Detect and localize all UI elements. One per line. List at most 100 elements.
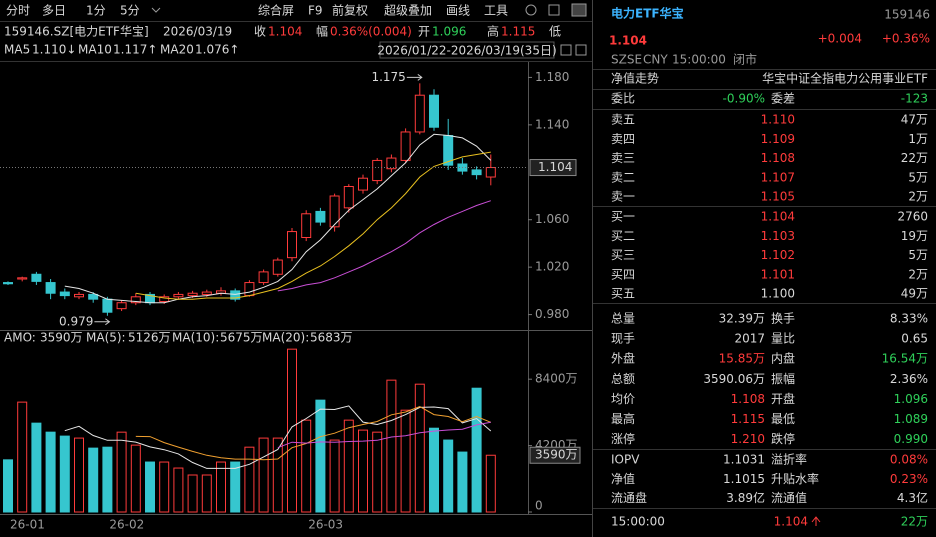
- candle-body: [74, 293, 84, 298]
- collapse-icon[interactable]: [560, 44, 572, 56]
- wp-icon[interactable]: [571, 3, 587, 17]
- volume-bar: [343, 419, 354, 513]
- volume-bar: [457, 451, 468, 513]
- quote-status: SZSE: [611, 53, 642, 67]
- toolbar-tab[interactable]: 超级叠加: [384, 3, 432, 18]
- legend-value: 1.110↓: [32, 43, 76, 57]
- legend-value: 1.117↑: [113, 43, 157, 57]
- book-label: 卖一: [611, 190, 635, 204]
- stat-label: 现手: [611, 332, 635, 346]
- legend-value: 5126万: [128, 331, 171, 345]
- quote-separators: [593, 69, 936, 509]
- candle-body: [130, 296, 141, 304]
- last-price-box: [529, 159, 577, 177]
- stat-label: 总额: [611, 372, 635, 386]
- toolbar-tab[interactable]: 多日: [42, 4, 66, 18]
- candle-body: [272, 259, 283, 275]
- toolbar-tab[interactable]: 画线: [446, 4, 470, 18]
- book-price: 1.110: [761, 113, 795, 127]
- toolbar-tab[interactable]: 1分: [86, 4, 106, 18]
- volume-bar: [358, 429, 368, 513]
- toolbar-tab[interactable]: 工具: [484, 4, 508, 18]
- book-volume: 5万: [908, 170, 928, 184]
- book-label: 卖二: [611, 170, 635, 184]
- settings-icon[interactable]: [525, 4, 537, 16]
- candle-body: [315, 210, 326, 223]
- expand-icon[interactable]: [548, 4, 560, 16]
- stat-value: 1.1031: [723, 453, 765, 467]
- ma-line: [277, 200, 491, 292]
- change-label: 幅: [316, 24, 328, 39]
- book-volume: 5万: [908, 248, 928, 262]
- book-volume: 2万: [908, 267, 928, 281]
- volume-bar: [187, 474, 198, 513]
- candle-body: [329, 195, 340, 228]
- book-price: 1.109: [761, 132, 795, 146]
- toolbar-tab[interactable]: 前复权: [332, 3, 368, 18]
- legend-value: 1.076↑: [195, 43, 239, 57]
- y-tick-label: 1.180: [535, 70, 569, 84]
- up-arrow: [811, 516, 821, 526]
- book-price: 1.107: [761, 170, 795, 184]
- stat-label: 流通值: [771, 490, 807, 505]
- book-volume: 1万: [908, 132, 928, 146]
- period-box: [379, 41, 555, 59]
- stat-value: 15.85万: [719, 352, 765, 366]
- x-tick-label: 26-03: [308, 518, 343, 532]
- legend-name: AMO:: [4, 331, 36, 345]
- stat-label: 外盘: [611, 351, 635, 366]
- book-price: 1.102: [761, 248, 795, 262]
- candle-body: [400, 131, 411, 161]
- stat-label: 涨停: [611, 431, 635, 446]
- legend-name: MA5: [4, 43, 30, 57]
- toolbar-tab[interactable]: 5分: [120, 4, 140, 18]
- book-volume: 22万: [901, 151, 928, 165]
- volume-bar: [59, 435, 70, 513]
- legend-value: 5675万: [220, 331, 263, 345]
- stat-value: 3590.06万: [703, 372, 765, 386]
- candle-body: [201, 291, 212, 295]
- volume-bar: [201, 474, 212, 513]
- volume-bar: [329, 439, 340, 513]
- volume-bar: [471, 387, 482, 513]
- book-volume: 49万: [901, 287, 928, 301]
- quote-change-pct: +0.36%: [882, 32, 930, 46]
- book-price: 1.100: [761, 287, 795, 301]
- tick-time: 15:00:00: [611, 515, 665, 529]
- volume-bar: [102, 446, 113, 513]
- volume-bar: [17, 401, 28, 513]
- toolbar-tab[interactable]: 综合屏: [258, 3, 294, 18]
- stat-label: 净值: [611, 471, 635, 486]
- toolbar-tab[interactable]: 分时: [6, 4, 30, 18]
- ratio-label: 委差: [771, 92, 795, 106]
- stat-label: IOPV: [611, 453, 640, 467]
- book-price: 1.103: [761, 229, 795, 243]
- toolbar-tab[interactable]: F9: [308, 4, 323, 18]
- volume-bar: [244, 446, 255, 513]
- book-volume: 2760: [897, 210, 928, 224]
- stat-value: 32.39万: [719, 312, 765, 326]
- y-tick-label: 0.980: [535, 307, 569, 321]
- tick-price: 1.104: [774, 515, 808, 529]
- icons: [151, 3, 587, 56]
- volume-bar: [272, 437, 283, 513]
- dropdown-icon[interactable]: [151, 7, 161, 13]
- legend-name: MA10: [78, 43, 112, 57]
- legend-name: MA(20):: [262, 331, 309, 345]
- volume-bar: [429, 427, 439, 513]
- candle-body: [230, 290, 241, 300]
- stat-value: 1.096: [894, 392, 928, 406]
- ma-line: [135, 151, 491, 300]
- volume-bar: [443, 439, 454, 513]
- nav-tab[interactable]: 净值走势: [611, 71, 659, 86]
- extreme-label: 1.175: [371, 70, 405, 84]
- legend-name: MA(10):: [172, 331, 219, 345]
- layout-icon[interactable]: [575, 44, 587, 56]
- legend-name: MA20: [160, 43, 194, 57]
- volume-bar: [414, 383, 425, 513]
- book-label: 买一: [611, 210, 635, 224]
- close-label: 收: [254, 25, 266, 39]
- ma-line: [64, 133, 492, 304]
- y-tick-label: 0: [535, 499, 543, 513]
- stat-label: 升贴水率: [771, 471, 819, 486]
